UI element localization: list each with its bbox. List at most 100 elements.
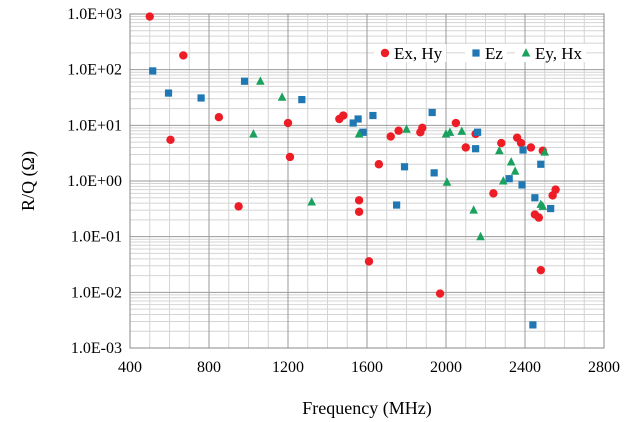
data-point: [445, 127, 455, 136]
data-point: [307, 197, 316, 206]
data-point: [474, 128, 482, 136]
data-point: [451, 118, 461, 128]
data-point: [249, 129, 258, 138]
y-tick-label: 1.0E+02: [67, 62, 122, 79]
x-tick-label: 2000: [430, 359, 462, 376]
y-tick-label: 1.0E-03: [71, 340, 122, 357]
data-point: [298, 95, 306, 104]
legend-item: Ey, Hx: [515, 44, 587, 63]
x-tick-label: 800: [197, 359, 221, 376]
data-point: [354, 196, 364, 205]
data-point: [457, 126, 467, 135]
legend-label: Ex, Hy: [394, 44, 443, 63]
data-point: [551, 185, 560, 194]
x-tick-label: 1600: [351, 359, 383, 376]
data-point: [461, 143, 470, 152]
legend-item: Ez: [465, 44, 507, 63]
x-axis-title: Frequency (MHz): [302, 398, 431, 419]
data-point: [519, 146, 527, 154]
data-point: [540, 147, 550, 156]
data-point: [534, 213, 544, 222]
x-tick-label: 1200: [272, 359, 304, 376]
x-tick-label: 2800: [588, 359, 620, 376]
legend-label: Ez: [485, 44, 503, 63]
data-point: [374, 160, 384, 169]
data-point: [538, 201, 548, 210]
legend-item: Ex, Hy: [374, 44, 447, 63]
data-point: [400, 163, 409, 171]
data-point: [240, 77, 249, 85]
data-point: [526, 143, 536, 152]
legend-item-bg: [374, 44, 447, 62]
data-point: [442, 177, 452, 186]
data-point: [495, 145, 504, 155]
data-point: [166, 135, 175, 144]
data-point: [497, 138, 506, 148]
data-point: [506, 157, 516, 166]
y-tick-label: 1.0E+00: [67, 173, 122, 190]
data-point: [402, 124, 411, 133]
data-point: [179, 51, 188, 60]
data-point: [234, 202, 243, 211]
data-point: [354, 207, 364, 216]
legend-item-bg: [465, 44, 507, 62]
data-point: [256, 76, 265, 85]
data-points: [145, 12, 560, 329]
series-3: [249, 76, 550, 241]
data-point: [359, 128, 367, 136]
x-tick-label: 400: [118, 359, 142, 376]
legend-label: Ey, Hx: [535, 44, 583, 63]
y-tick-label: 1.0E+01: [67, 117, 122, 134]
data-point: [518, 181, 526, 189]
data-point: [510, 166, 520, 175]
data-point: [531, 194, 539, 202]
data-point: [547, 204, 555, 213]
y-tick-label: 1.0E-02: [71, 284, 122, 301]
x-tick-labels: 400 800 1200 1600 2000 2400 2800: [118, 359, 620, 376]
data-point: [364, 257, 374, 266]
data-point: [214, 112, 224, 122]
data-point: [536, 265, 545, 275]
data-point: [435, 289, 445, 298]
data-point: [476, 231, 485, 241]
data-point: [529, 321, 537, 329]
legend-marker: [521, 48, 531, 57]
data-point: [386, 132, 395, 141]
data-point: [537, 160, 545, 168]
legend-marker: [472, 49, 480, 57]
data-point: [349, 119, 357, 127]
data-point: [428, 108, 436, 117]
plot-frame: [129, 13, 605, 349]
data-point: [149, 67, 157, 75]
data-point: [283, 118, 293, 128]
y-tick-label: 1.0E-01: [71, 229, 122, 246]
data-point: [505, 175, 513, 183]
legend: Ex, Hy Ez Ey, Hx: [374, 44, 587, 63]
data-point: [369, 111, 377, 120]
data-point: [418, 123, 427, 133]
data-point: [489, 189, 498, 198]
legend-marker: [380, 48, 390, 58]
data-point: [498, 176, 508, 185]
legend-item-bg: [515, 44, 587, 62]
series-2: [149, 67, 555, 329]
data-point: [354, 129, 364, 138]
data-point: [354, 115, 362, 123]
data-point: [430, 169, 438, 177]
data-point: [285, 152, 295, 162]
data-point: [164, 89, 173, 97]
data-point: [145, 12, 154, 21]
x-tick-label: 2400: [509, 359, 541, 376]
data-point: [472, 145, 480, 153]
data-point: [516, 138, 526, 148]
data-point: [339, 111, 348, 120]
data-point: [197, 94, 205, 102]
y-axis-title: R/Q (Ω): [18, 151, 39, 211]
y-tick-label: 1.0E+03: [67, 6, 122, 23]
data-point: [277, 92, 287, 101]
data-point: [469, 205, 478, 214]
data-point: [394, 126, 403, 135]
data-point: [393, 201, 401, 209]
y-tick-labels: 1.0E-03 1.0E-02 1.0E-01 1.0E+00 1.0E+01 1.0E+…: [67, 6, 122, 357]
